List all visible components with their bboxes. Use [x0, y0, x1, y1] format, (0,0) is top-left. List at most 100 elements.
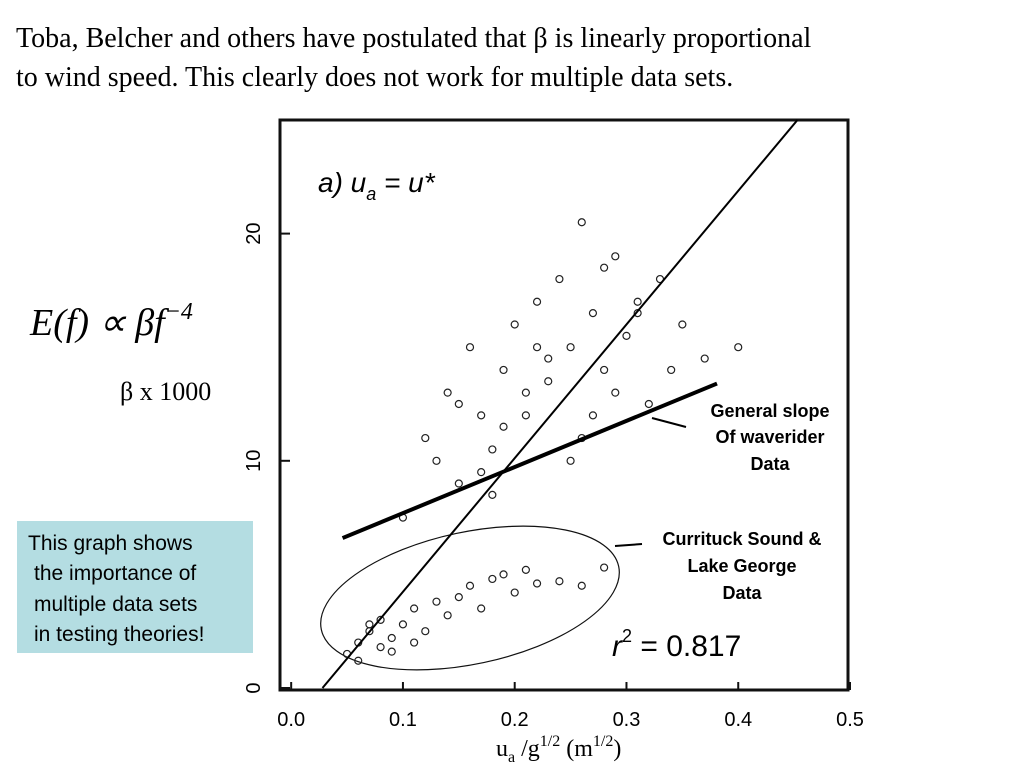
data-point: [488, 574, 497, 584]
data-point: [600, 365, 609, 375]
data-point: [588, 411, 598, 420]
data-point: [734, 343, 743, 352]
x-label-sub: a: [508, 749, 515, 766]
annotation: Data: [722, 583, 762, 603]
annotation-arrow: [614, 543, 643, 547]
note-line: multiple data sets: [34, 593, 197, 616]
x-axis-label: ua /g1/2 (m1/2): [496, 733, 621, 766]
x-tick-label: 0.4: [724, 709, 752, 731]
y-tick-label: 0: [243, 682, 265, 693]
data-point: [376, 615, 385, 624]
x-tick-label: 0.3: [613, 709, 641, 731]
annotation: Data: [750, 454, 790, 474]
heading-line: to wind speed. This clearly does not wor…: [16, 62, 733, 93]
data-point: [532, 297, 542, 306]
data-point: [421, 433, 430, 443]
data-point: [488, 490, 497, 499]
r2-label: r2 = 0.817: [612, 626, 741, 663]
x-label-sup: 1/2: [540, 733, 560, 750]
data-point: [354, 656, 363, 665]
data-point: [521, 388, 530, 397]
data-point: [477, 411, 486, 420]
data-point: [510, 320, 519, 329]
note-line: in testing theories!: [34, 623, 204, 646]
annotation: Currituck Sound &: [662, 529, 821, 549]
plot-frame: [278, 118, 850, 692]
data-point: [611, 388, 620, 397]
data-point: [410, 604, 419, 613]
data-point: [443, 388, 452, 397]
annotation: Lake George: [687, 556, 796, 576]
data-point: [387, 647, 396, 656]
data-point: [622, 331, 631, 340]
annotation-arrow: [651, 417, 687, 428]
annotation: General slope: [710, 401, 829, 421]
data-point: [566, 343, 575, 352]
data-point: [600, 263, 609, 272]
data-point: [633, 297, 642, 306]
y-tick-label: 10: [243, 450, 265, 472]
data-point: [488, 445, 497, 454]
x-label-unit: (m: [560, 736, 593, 762]
data-point: [544, 354, 553, 363]
data-point: [588, 309, 598, 318]
data-point: [376, 643, 385, 652]
data-point: [387, 633, 396, 643]
data-point: [465, 343, 475, 352]
x-label-unit-sup: 1/2: [593, 733, 613, 750]
note-line: the importance of: [34, 562, 196, 585]
data-point: [499, 422, 508, 431]
fit-line: [341, 381, 718, 540]
x-tick-label: 0.5: [836, 709, 864, 731]
note-line: This graph shows: [28, 532, 193, 555]
data-point: [477, 468, 486, 477]
panel-suffix: = u*: [376, 167, 435, 198]
data-point: [398, 620, 408, 629]
data-point: [700, 354, 709, 363]
data-point: [432, 456, 441, 465]
data-point: [499, 365, 508, 375]
data-point: [443, 611, 452, 620]
x-label-mid: /g: [515, 736, 540, 762]
data-point: [566, 456, 575, 465]
data-point: [678, 320, 687, 329]
data-point: [600, 563, 609, 572]
panel-prefix: a) u: [318, 167, 367, 198]
heading-line: Toba, Belcher and others have postulated…: [16, 23, 812, 54]
r2-prefix: r: [612, 630, 623, 663]
x-tick-label: 0.2: [501, 709, 529, 731]
data-point: [510, 588, 519, 597]
data-point: [577, 218, 586, 227]
r2-text: = 0.817: [632, 630, 741, 663]
data-point: [454, 479, 463, 488]
formula-exponent: −4: [165, 299, 193, 325]
panel-sub: a: [366, 184, 376, 204]
data-point: [421, 627, 430, 636]
data-point: [611, 252, 620, 261]
data-point: [644, 399, 653, 409]
data-point: [454, 399, 463, 409]
data-point: [577, 581, 586, 590]
annotation: Of waverider: [715, 427, 824, 447]
data-point: [532, 343, 542, 352]
data-point: [454, 593, 463, 602]
data-point: [521, 565, 530, 574]
data-point: [477, 604, 486, 613]
data-point: [532, 579, 542, 588]
cluster-ellipse: [320, 525, 620, 671]
data-point: [499, 570, 508, 579]
formula-main: E(f) ∝ βf: [29, 302, 169, 344]
data-point: [365, 620, 374, 629]
data-point: [432, 597, 441, 606]
r2-sup: 2: [622, 626, 632, 646]
data-point: [555, 577, 564, 586]
x-label-base: u: [496, 736, 508, 762]
data-point: [410, 638, 419, 647]
data-point: [521, 411, 530, 420]
note-box: [17, 521, 253, 653]
y-tick-label: 20: [243, 222, 265, 244]
data-point: [544, 377, 553, 386]
data-point: [465, 581, 475, 590]
